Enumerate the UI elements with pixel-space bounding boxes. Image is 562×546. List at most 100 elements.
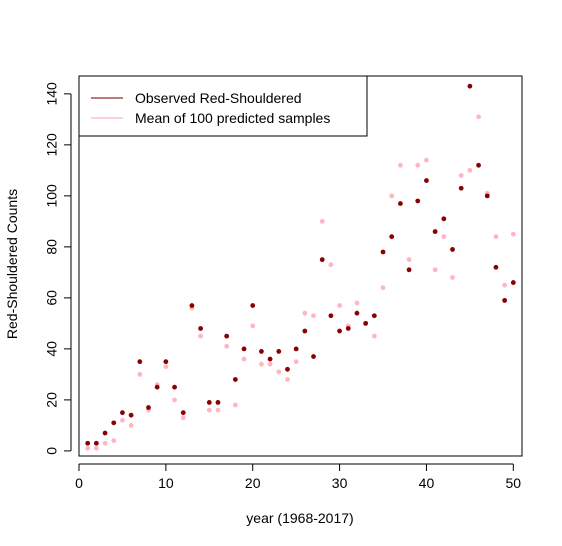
predicted-point [328,262,334,268]
x-axis-title: year (1968-2017) [246,510,353,526]
observed-point [259,349,264,354]
observed-point [293,346,299,352]
predicted-point [441,234,447,240]
predicted-point [502,282,508,288]
y-tick-label: 100 [44,184,60,208]
predicted-point [493,234,499,240]
predicted-point [198,333,204,339]
y-axis: 0 20 40 60 80 100 120 140 [44,82,72,455]
observed-point [154,384,160,390]
predicted-point [172,397,177,403]
y-tick-label: 60 [44,290,60,306]
observed-point [267,356,273,362]
y-tick-label: 140 [44,82,60,106]
legend: Observed Red-Shouldered Mean of 100 pred… [78,75,368,137]
observed-point [337,328,342,334]
observed-point [424,178,429,183]
predicted-point [406,257,412,263]
legend-label-predicted: Mean of 100 predicted samples [135,110,330,126]
predicted-point [467,167,473,173]
observed-point [215,400,221,405]
observed-point [206,400,212,405]
y-axis-title: Red-Shouldered Counts [4,189,20,339]
data-points [85,83,516,451]
predicted-point [285,377,290,382]
predicted-point [276,369,282,375]
observed-point [510,280,516,285]
predicted-point [111,438,117,444]
observed-point [111,420,117,426]
observed-point [363,320,369,326]
observed-point [180,410,186,416]
predicted-point [85,445,91,451]
predicted-point [224,343,230,349]
observed-point [450,247,455,252]
observed-point [302,328,308,334]
observed-point [232,377,238,382]
predicted-point [302,310,308,316]
predicted-point [128,422,134,428]
predicted-point [180,415,186,421]
observed-point [441,216,447,222]
observed-point [484,193,490,199]
predicted-point [510,231,516,237]
observed-point [163,359,169,365]
predicted-point [93,445,99,451]
y-tick-label: 0 [44,447,60,455]
x-tick-label: 10 [158,475,174,491]
observed-point [146,405,151,410]
predicted-point [137,371,143,377]
observed-point [354,310,360,316]
predicted-point [215,407,221,413]
observed-point [389,234,395,240]
observed-point [250,303,256,308]
observed-point [102,430,108,436]
predicted-point [319,218,325,224]
observed-point [371,313,377,319]
predicted-point [120,417,125,423]
x-tick-label: 30 [332,475,348,491]
observed-point [189,303,195,308]
observed-point [172,384,177,390]
observed-point [415,198,421,204]
predicted-point [241,356,247,362]
x-tick-label: 50 [506,475,522,491]
observed-point [241,346,247,352]
x-tick-label: 40 [419,475,435,491]
predicted-point [450,275,455,280]
predicted-point [389,193,395,199]
observed-point [85,440,91,446]
legend-label-observed: Observed Red-Shouldered [135,90,302,106]
observed-point [476,162,481,168]
predicted-point [250,323,256,329]
predicted-point [163,364,169,370]
legend-box [78,75,368,137]
predicted-point [232,402,238,408]
observed-point [319,257,325,263]
observed-point [432,229,438,234]
observed-point [311,354,316,359]
x-tick-label: 0 [75,475,83,491]
predicted-point [397,162,403,168]
predicted-point [476,114,481,120]
y-tick-label: 20 [44,392,60,408]
observed-point [128,412,134,418]
observed-point [93,440,99,446]
observed-point [285,366,290,372]
predicted-point [432,267,438,273]
observed-point [397,201,403,206]
observed-point [198,326,204,331]
observed-point [224,333,230,339]
observed-point [380,249,386,255]
y-tick-label: 80 [44,239,60,255]
predicted-point [424,157,429,163]
x-tick-label: 20 [245,475,261,491]
x-axis: 0 10 20 30 40 50 [75,463,522,491]
observed-point [120,410,125,416]
predicted-point [380,285,386,291]
observed-point [458,185,464,191]
predicted-point [371,333,377,339]
predicted-point [267,361,273,367]
predicted-point [458,173,464,178]
